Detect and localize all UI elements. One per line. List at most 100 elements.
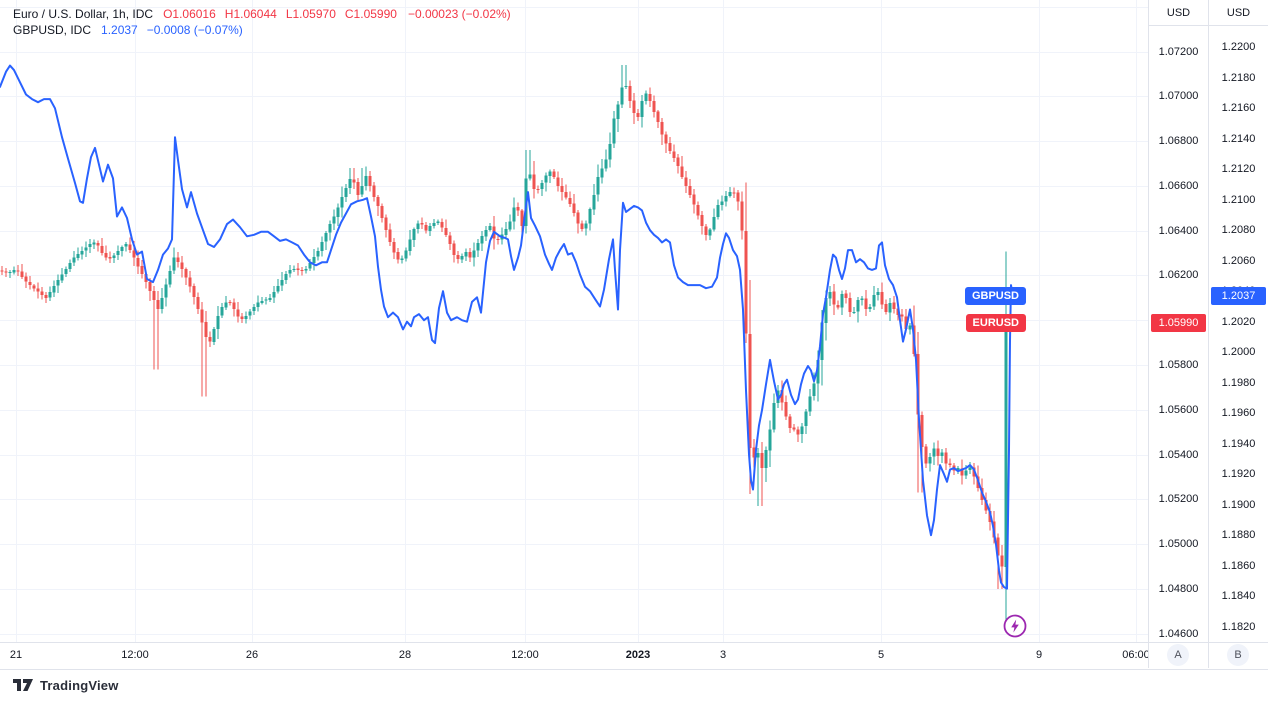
candle-body [516, 206, 520, 211]
candle-body [508, 221, 512, 230]
candle-body [460, 256, 464, 260]
candle-body [556, 177, 560, 186]
candle-body [716, 205, 720, 217]
price-scale-eurusd[interactable]: USD 1.07200 1.07000 1.06800 1.06600 1.06400 1… [1148, 0, 1208, 668]
price-tick-label: 1.06600 [1158, 179, 1199, 192]
candle-body [884, 304, 888, 313]
candle-body [216, 315, 220, 329]
legend-row-gbpusd[interactable]: GBPUSD, IDC 1.2037 −0.0008 (−0.07%) [13, 22, 511, 38]
candle-body [164, 284, 168, 298]
candle-wick [121, 245, 123, 257]
candle-body [80, 250, 84, 255]
price-tick-label: 1.1860 [1221, 559, 1256, 572]
time-axis[interactable]: 21 12:00 26 28 12:00 2023 3 5 9 06:00 [0, 642, 1148, 670]
candle-body [692, 194, 696, 205]
candle-body [900, 314, 904, 317]
candle-body [520, 210, 524, 227]
candle-body [304, 268, 308, 271]
time-axis-label: 12:00 [121, 649, 149, 661]
candle-body [780, 390, 784, 403]
candle-body [744, 231, 748, 334]
time-axis-label: 5 [877, 649, 885, 661]
price-scale-gbpusd[interactable]: USD 1.2200 1.2180 1.2160 1.2140 1.2120 1.2100… [1208, 0, 1268, 668]
candle-body [552, 171, 556, 177]
candle-body [356, 182, 360, 195]
candle-wick [361, 167, 363, 197]
chart-pane[interactable]: Euro / U.S. Dollar, 1h, IDC O1.06016 H1.06… [0, 0, 1148, 642]
price-tick-label: 1.07000 [1158, 90, 1199, 103]
candle-body [456, 255, 460, 259]
candle-body [1000, 555, 1004, 567]
price-tick-label: 1.1980 [1221, 376, 1256, 389]
candle-body [60, 274, 64, 281]
candle-body [20, 271, 24, 278]
candle-body [464, 252, 468, 257]
candle-body [696, 205, 700, 216]
candle-body [700, 215, 704, 227]
price-tick-label: 1.1820 [1221, 620, 1256, 633]
candle-wick [1001, 544, 1003, 590]
candle-body [404, 250, 408, 259]
price-tick-label: 1.1960 [1221, 407, 1256, 420]
candle-body [344, 188, 348, 198]
candle-wick [125, 241, 127, 252]
candle-body [432, 223, 436, 226]
ohlc-value: O1.06016 [163, 7, 216, 21]
candle-body [36, 288, 40, 292]
candle-body [764, 450, 768, 468]
price-tick-label: 1.2120 [1221, 163, 1256, 176]
candle-body [560, 185, 564, 193]
legend-row-eurusd[interactable]: Euro / U.S. Dollar, 1h, IDC O1.06016 H1.06… [13, 6, 511, 22]
candle-body [736, 192, 740, 202]
candle-body [152, 290, 156, 301]
candle-wick [621, 64, 623, 109]
candle-body [688, 186, 692, 195]
candle-body [608, 143, 612, 160]
candle-body [712, 216, 716, 230]
candle-body [348, 179, 352, 189]
time-axis-label: 06:00 [1122, 649, 1148, 661]
eurusd-scale-currency: USD [1149, 7, 1208, 26]
candle-body [308, 262, 312, 269]
lightning-marker-icon[interactable] [1003, 614, 1027, 638]
candle-body [572, 203, 576, 213]
candle-body [252, 306, 256, 311]
candle-body [616, 104, 620, 119]
candle-body [312, 256, 316, 264]
price-tick-label: 1.06800 [1158, 135, 1199, 148]
scale-a-button[interactable]: A [1167, 644, 1189, 666]
candle-body [64, 268, 68, 275]
candle-body [380, 205, 384, 218]
candle-body [268, 297, 272, 300]
candle-body [996, 537, 1000, 556]
candle-body [184, 269, 188, 278]
eurusd-series-badge[interactable]: EURUSD [965, 313, 1026, 332]
candle-body [760, 452, 764, 469]
candle-body [232, 302, 236, 310]
price-tick-label: 1.06200 [1158, 269, 1199, 282]
candle-wick [153, 286, 155, 370]
candle-body [300, 269, 304, 271]
candle-body [840, 294, 844, 308]
candle-body [868, 306, 872, 309]
time-axis-label: 9 [1035, 649, 1043, 661]
price-chart[interactable] [0, 0, 1148, 642]
scale-b-button[interactable]: B [1227, 644, 1249, 666]
candle-body [8, 272, 12, 274]
candle-body [480, 236, 484, 244]
candle-body [904, 316, 908, 330]
candle-body [788, 416, 792, 428]
candle-body [288, 270, 292, 274]
candle-wick [301, 267, 303, 276]
candle-body [100, 246, 104, 254]
time-axis-right-strip [1148, 642, 1268, 670]
gbpusd-series-badge[interactable]: GBPUSD [964, 286, 1026, 305]
candle-wick [757, 448, 759, 507]
candle-body [476, 243, 480, 251]
candle-body [720, 201, 724, 206]
candle-body [824, 297, 828, 323]
tradingview-wordmark[interactable]: TradingView [40, 677, 119, 693]
candle-body [132, 250, 136, 258]
candle-body [596, 176, 600, 195]
